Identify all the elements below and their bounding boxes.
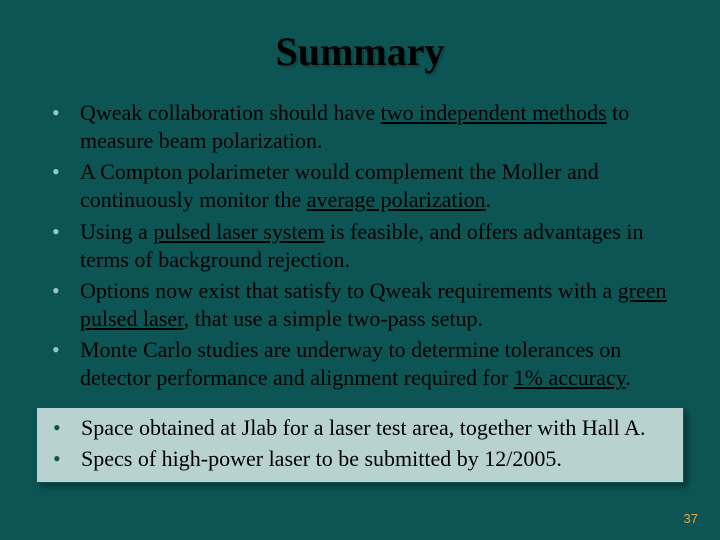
page-number: 37 (684, 511, 698, 526)
bullet-text: Specs of high-power laser to be submitte… (81, 445, 667, 473)
text-underlined: average polarization (307, 187, 486, 212)
text-underlined: 1% accuracy (514, 365, 626, 390)
bullet-text: Using a pulsed laser system is feasible,… (80, 218, 680, 274)
bullet-icon: • (52, 218, 80, 246)
main-bullet-list: • Qweak collaboration should have two in… (52, 99, 680, 393)
bullet-icon: • (52, 99, 80, 127)
bullet-icon: • (53, 414, 81, 442)
text-underlined: two independent methods (381, 100, 607, 125)
text-fragment: . (625, 365, 631, 390)
slide: Summary • Qweak collaboration should hav… (0, 0, 720, 540)
bullet-text: Space obtained at Jlab for a laser test … (81, 414, 667, 442)
list-item: • Qweak collaboration should have two in… (52, 99, 680, 155)
bullet-text: A Compton polarimeter would complement t… (80, 158, 680, 214)
bullet-icon: • (53, 445, 81, 473)
bullet-text: Qweak collaboration should have two inde… (80, 99, 680, 155)
text-fragment: . (486, 187, 492, 212)
list-item: • Space obtained at Jlab for a laser tes… (53, 414, 667, 442)
text-fragment: , that use a simple two-pass setup. (184, 306, 483, 331)
list-item: • A Compton polarimeter would complement… (52, 158, 680, 214)
list-item: • Specs of high-power laser to be submit… (53, 445, 667, 473)
highlight-box: • Space obtained at Jlab for a laser tes… (36, 407, 684, 483)
list-item: • Monte Carlo studies are underway to de… (52, 336, 680, 392)
bullet-icon: • (52, 336, 80, 364)
text-fragment: Qweak collaboration should have (80, 100, 381, 125)
bullet-text: Monte Carlo studies are underway to dete… (80, 336, 680, 392)
text-underlined: pulsed laser system (153, 219, 324, 244)
slide-title: Summary (40, 28, 680, 75)
bullet-icon: • (52, 158, 80, 186)
highlight-bullet-list: • Space obtained at Jlab for a laser tes… (53, 414, 667, 473)
text-fragment: Options now exist that satisfy to Qweak … (80, 278, 618, 303)
list-item: • Using a pulsed laser system is feasibl… (52, 218, 680, 274)
bullet-icon: • (52, 277, 80, 305)
bullet-text: Options now exist that satisfy to Qweak … (80, 277, 680, 333)
text-fragment: Using a (80, 219, 153, 244)
list-item: • Options now exist that satisfy to Qwea… (52, 277, 680, 333)
